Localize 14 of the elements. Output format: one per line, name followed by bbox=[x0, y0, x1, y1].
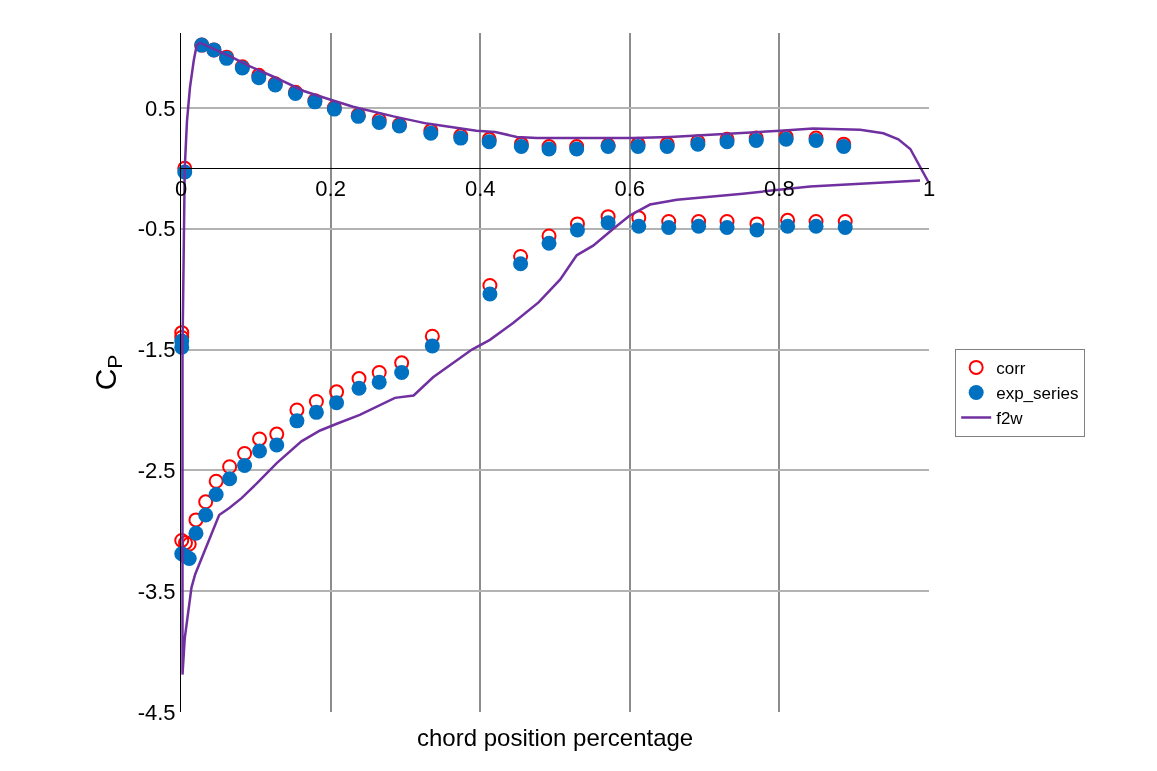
y-tick-label: -3.5 bbox=[137, 578, 176, 604]
x-tick-label: 0.4 bbox=[464, 175, 496, 201]
x-tick-label: 0.6 bbox=[614, 175, 646, 201]
legend-label: exp_series bbox=[996, 384, 1079, 404]
y-tick-label: -4.5 bbox=[137, 699, 176, 725]
x-tick-label: 1 bbox=[922, 175, 936, 201]
x-tick-label: 0.2 bbox=[315, 175, 346, 201]
legend-label: f2w bbox=[996, 409, 1024, 429]
y-tick-label: -1.5 bbox=[137, 337, 176, 363]
y-tick-label: -0.5 bbox=[137, 216, 176, 242]
y-tick-label: -2.5 bbox=[137, 458, 176, 484]
x-axis-title: chord position percentage bbox=[417, 724, 694, 751]
legend-label: corr bbox=[996, 359, 1026, 379]
y-tick-label: 0.5 bbox=[145, 95, 176, 121]
